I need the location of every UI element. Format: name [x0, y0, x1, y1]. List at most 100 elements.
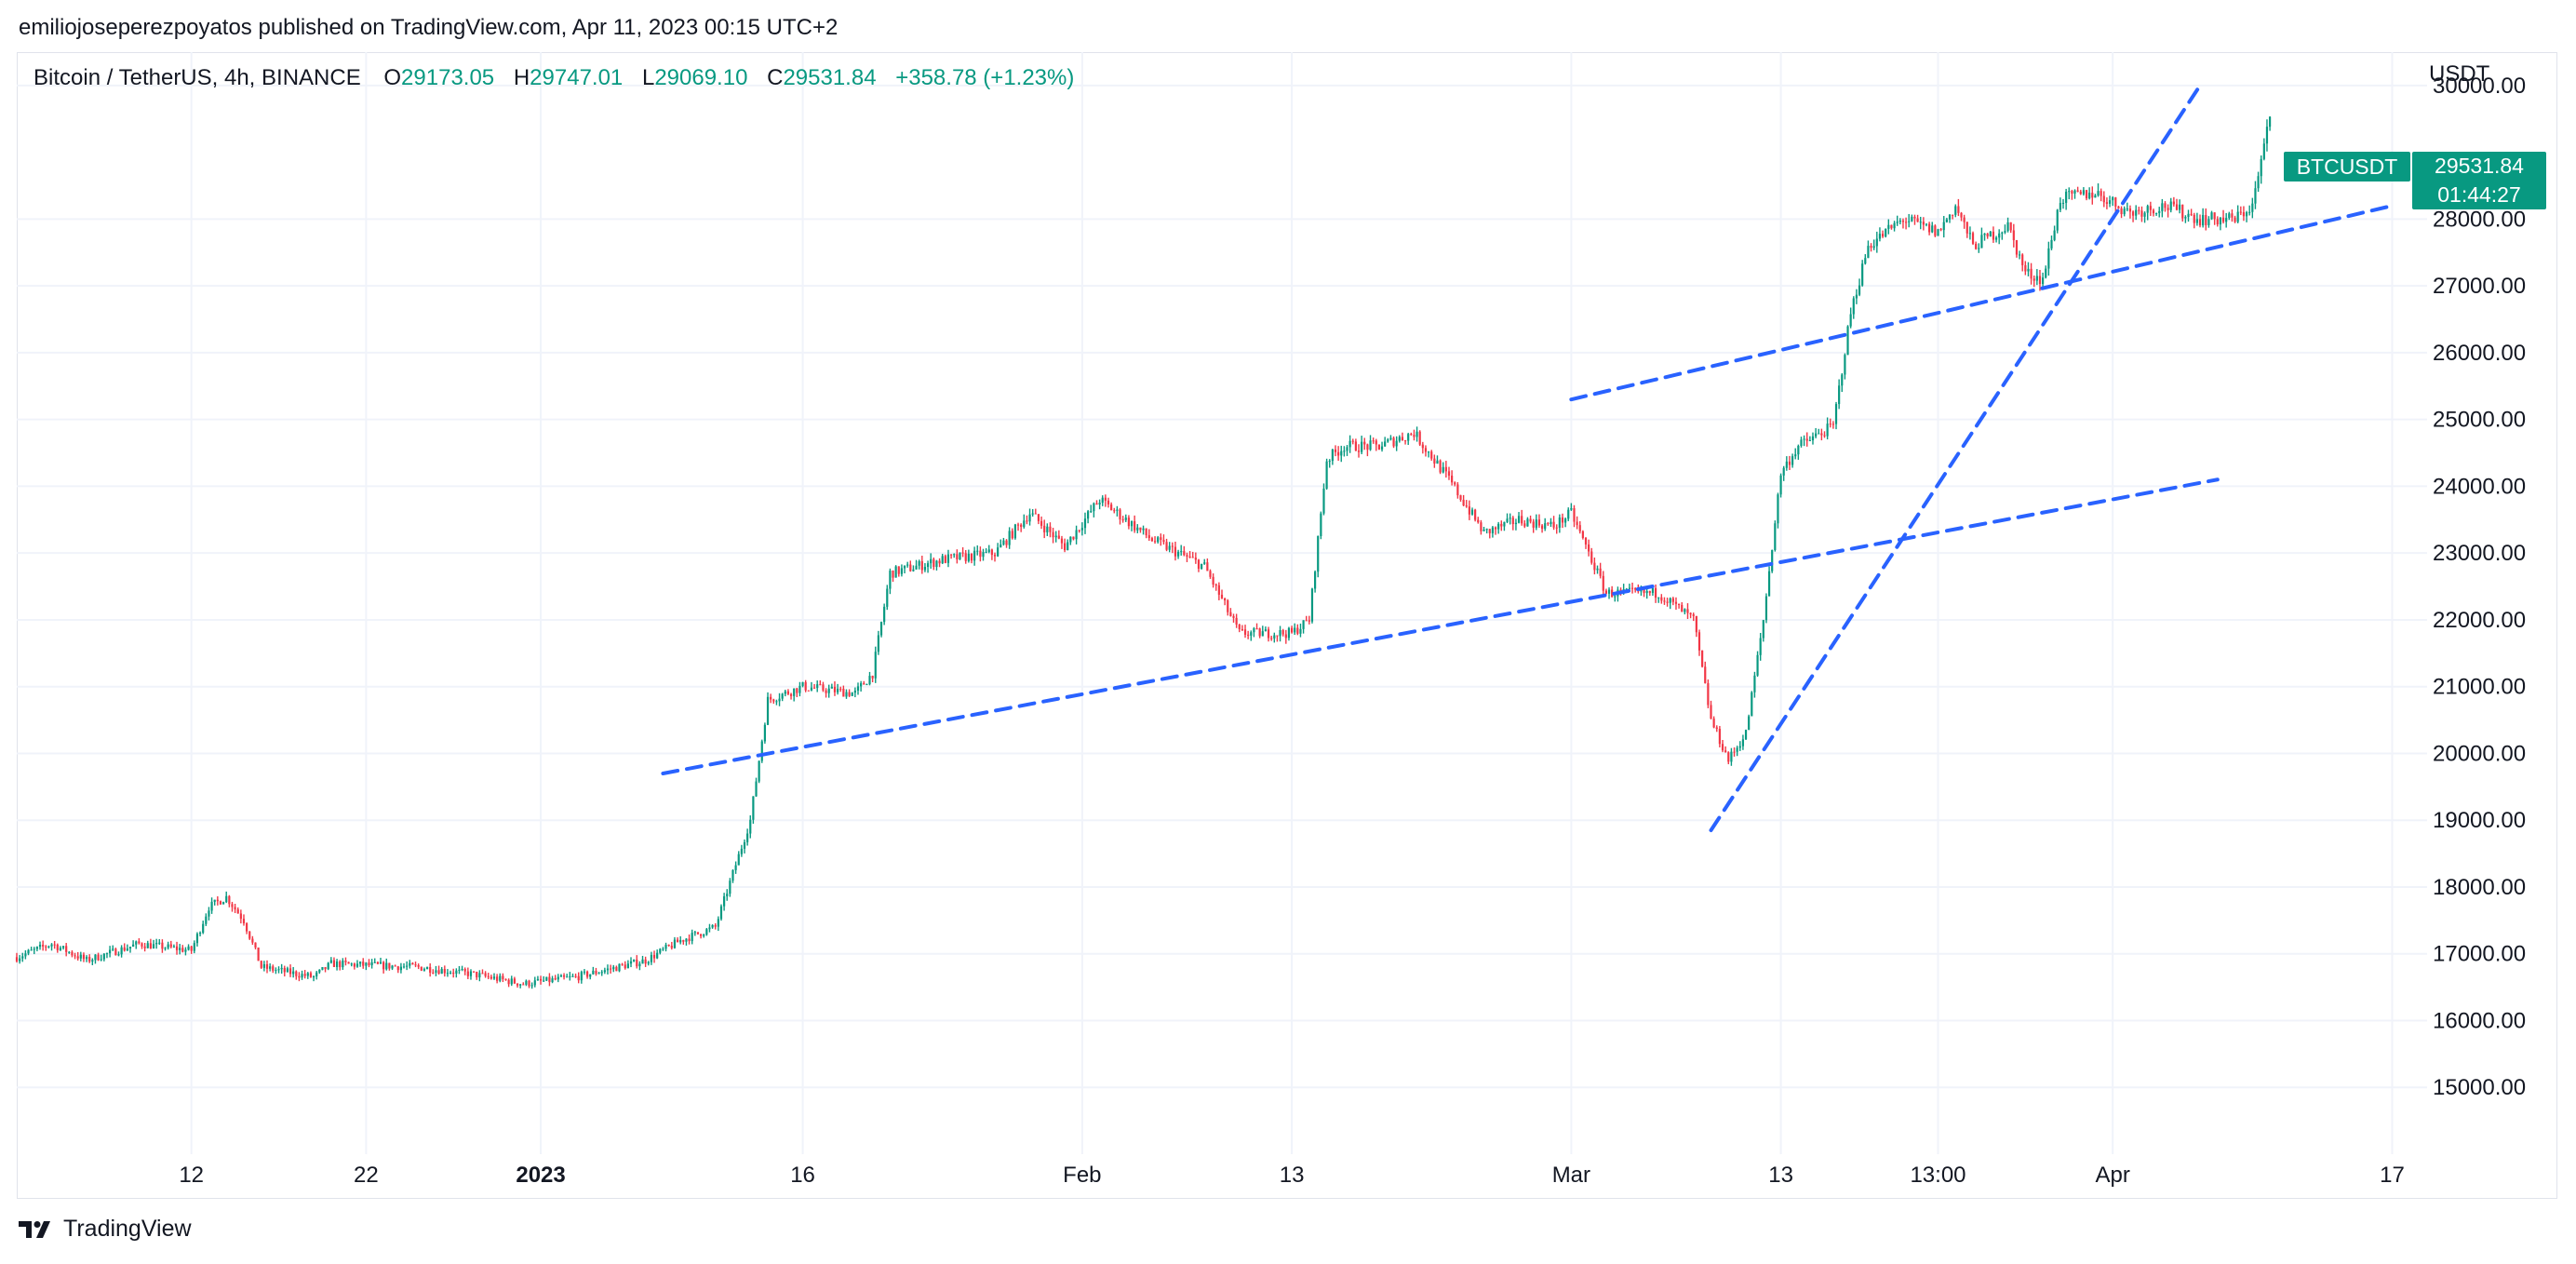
candle-up	[1535, 519, 1537, 528]
candle-down	[1788, 461, 1791, 465]
candle-up	[306, 973, 309, 976]
candle-up	[519, 984, 522, 986]
candle-down	[1733, 751, 1736, 753]
candle-down	[339, 961, 342, 968]
candle-down	[993, 555, 997, 557]
candle-down	[1584, 537, 1588, 545]
time-tick-label: 12	[179, 1163, 204, 1188]
candle-up	[105, 953, 109, 955]
candle-down	[842, 688, 845, 697]
candle-down	[1217, 585, 1220, 595]
candle-up	[987, 549, 990, 552]
candle-up	[33, 948, 35, 950]
grid	[17, 52, 2427, 1154]
candle-down	[303, 974, 306, 976]
candle-down	[897, 566, 900, 574]
candle-down	[1695, 615, 1697, 633]
candle-down	[376, 961, 379, 964]
candle-down	[1561, 517, 1564, 523]
candle-up	[865, 684, 868, 686]
candle-up	[301, 974, 303, 978]
candle-down	[522, 984, 525, 986]
candle-down	[1165, 542, 1168, 550]
candle-down	[76, 956, 79, 959]
candle-down	[548, 976, 551, 983]
candle-up	[286, 968, 289, 973]
price-tick-label: 27000.00	[2433, 274, 2526, 299]
close-value: 29531.84	[783, 65, 877, 90]
candle-down	[484, 973, 487, 976]
trendline[interactable]	[661, 477, 2220, 775]
candle-up	[726, 894, 729, 896]
trendline[interactable]	[1709, 83, 2203, 832]
candle-up	[184, 949, 187, 952]
candle-down	[2221, 217, 2225, 222]
candle-up	[1898, 221, 1901, 222]
candle-up	[1852, 298, 1855, 315]
candle-up	[982, 552, 985, 558]
candle-down	[2198, 219, 2202, 226]
candle-up	[30, 949, 33, 951]
candle-down	[1588, 544, 1590, 552]
candle-down	[288, 968, 292, 975]
candle-up	[723, 895, 726, 907]
candle-up	[1748, 716, 1751, 731]
candle-down	[2033, 278, 2035, 281]
candle-up	[592, 970, 595, 975]
currency-label[interactable]: USDT	[2429, 61, 2490, 87]
candle-up	[1744, 730, 1748, 740]
candle-up	[1008, 531, 1011, 545]
trendline[interactable]	[1569, 204, 2395, 402]
candle-down	[1465, 505, 1468, 507]
candle-down	[45, 946, 47, 948]
candle-down	[97, 954, 100, 961]
candle-up	[737, 854, 740, 866]
candle-down	[396, 966, 399, 971]
candle-down	[490, 976, 492, 979]
candle-down	[1686, 609, 1689, 613]
candle-up	[1875, 238, 1878, 247]
candle-down	[1421, 444, 1424, 449]
candle-up	[1142, 528, 1145, 531]
last-price-badge: 29531.84 01:44:27	[2412, 152, 2546, 209]
candle-down	[1692, 614, 1695, 616]
candle-down	[1634, 587, 1637, 590]
candle-up	[193, 943, 195, 951]
trendlines[interactable]	[661, 83, 2395, 832]
candle-up	[926, 563, 930, 568]
candle-down	[1270, 638, 1273, 639]
candle-up	[1849, 314, 1852, 327]
candle-down	[265, 963, 269, 969]
time-axis[interactable]: 12 22 2023 16 Feb 13 Mar 13 13:00 Apr 17	[179, 1163, 2404, 1188]
candle-up	[2228, 213, 2231, 219]
candle-up	[2108, 200, 2112, 204]
candle-down	[42, 945, 45, 947]
candle-up	[775, 701, 778, 703]
candle-up	[923, 567, 927, 571]
price-axis[interactable]: 15000.00 16000.00 17000.00 18000.00 19000.00…	[2433, 74, 2526, 1100]
candle-up	[1398, 437, 1401, 441]
candle-up	[589, 974, 592, 977]
candle-down	[2190, 213, 2193, 215]
symbol-title[interactable]: Bitcoin / TetherUS, 4h, BINANCE	[34, 65, 361, 90]
candle-up	[1864, 258, 1867, 264]
candle-down	[141, 943, 143, 947]
price-tick-label: 20000.00	[2433, 741, 2526, 766]
candle-up	[327, 962, 329, 970]
candle-down	[283, 967, 286, 973]
candle-up	[1075, 530, 1078, 540]
candle-up	[1838, 385, 1841, 405]
candle-down	[1377, 444, 1381, 450]
candle-up	[1299, 628, 1302, 634]
candle-up	[112, 948, 114, 950]
candle-up	[1023, 520, 1026, 528]
candle-up	[120, 947, 123, 955]
tradingview-brand[interactable]: TradingView	[19, 1216, 192, 1243]
candle-down	[1171, 545, 1174, 547]
candle-down	[1611, 589, 1614, 598]
candle-down	[1916, 218, 1919, 222]
candle-up	[128, 947, 132, 949]
candle-down	[1521, 516, 1523, 524]
candle-down	[804, 681, 807, 691]
